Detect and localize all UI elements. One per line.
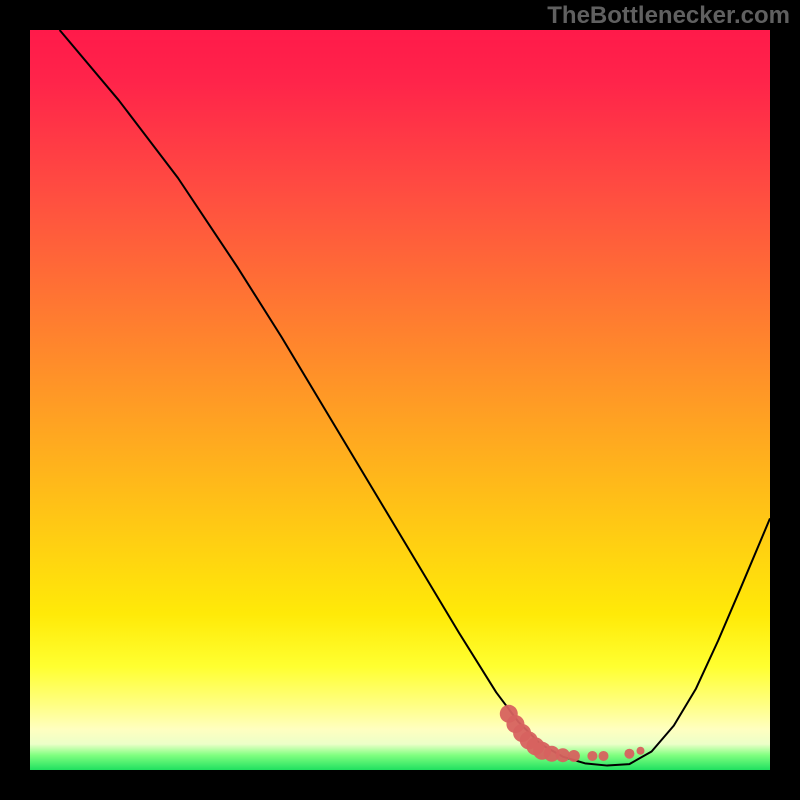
bottleneck-chart-svg [0, 0, 800, 800]
valley-marker [637, 747, 645, 755]
valley-marker [624, 749, 634, 759]
gradient-background [30, 30, 770, 770]
chart-stage: TheBottlenecker.com [0, 0, 800, 800]
valley-marker [599, 751, 609, 761]
valley-marker [568, 750, 580, 762]
valley-marker [556, 748, 570, 762]
valley-marker [587, 751, 597, 761]
